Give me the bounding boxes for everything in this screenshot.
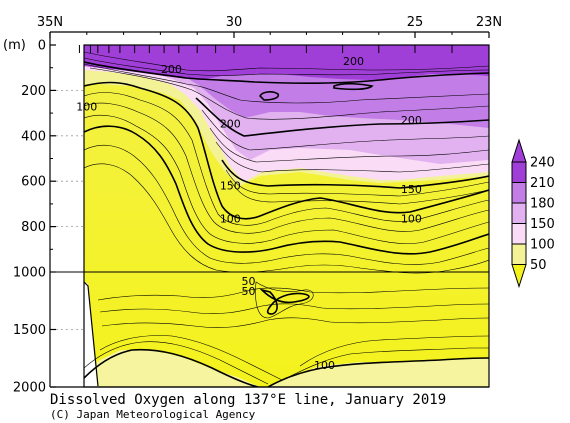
colorbar-label: 150 — [530, 217, 555, 232]
contour-label: 150 — [401, 183, 422, 196]
contour-label: 50 — [241, 275, 255, 288]
colorbar-segment — [511, 202, 527, 224]
contour-line — [84, 63, 489, 104]
contour-line — [99, 303, 489, 314]
contour-line — [229, 179, 489, 205]
contour-line — [84, 81, 489, 220]
y-tick-label: 600 — [21, 175, 46, 190]
contour-line — [101, 317, 489, 328]
colorbar-label: 210 — [530, 176, 555, 191]
station-tick-group — [78, 45, 453, 53]
contour-line — [221, 159, 489, 189]
contour-line — [84, 102, 489, 234]
contour-line — [84, 61, 489, 85]
contour-label: 100 — [314, 359, 335, 372]
contour-line — [99, 335, 283, 381]
contour-label: 100 — [220, 213, 241, 226]
y-tick-group: 0 200 400 600 800 1000 1500 2000 — [13, 39, 56, 396]
contour-line — [84, 125, 489, 255]
contour-lines — [84, 51, 489, 387]
contour-line — [84, 92, 489, 226]
colorbar: 240 210 180 150 100 50 — [511, 138, 555, 289]
x-tick-label: 35N — [37, 15, 63, 30]
contour-label: 200 — [161, 63, 182, 76]
missing-data-edge — [83, 281, 99, 387]
colorbar-segment — [511, 182, 527, 204]
contour-label: 100 — [401, 213, 422, 226]
y-tick-label: 1500 — [13, 323, 46, 338]
fill-band-pale-deep-left — [84, 350, 260, 387]
fill-band-pale-deep-right — [268, 358, 489, 387]
missing-data-wedge — [50, 45, 97, 387]
x-tick-group: 35N 30 25 23N — [37, 15, 502, 38]
contour-label: 200 — [220, 117, 241, 130]
contour-line — [255, 281, 314, 319]
chart-credit: (C) Japan Meteorological Agency — [50, 408, 256, 421]
x-tick-label: 23N — [476, 15, 502, 30]
y-tick-label: 200 — [21, 84, 46, 99]
contour-line — [97, 287, 489, 301]
colorbar-segment — [511, 161, 527, 183]
contour-label: 200 — [343, 55, 364, 68]
contour-label: 200 — [401, 114, 422, 127]
contour-line — [259, 91, 280, 101]
contour-label: 50 — [241, 285, 255, 298]
colorbar-top-triangle — [511, 138, 527, 163]
fill-band-purple — [84, 45, 489, 80]
contour-line — [84, 348, 259, 387]
contour-line — [84, 114, 489, 244]
y-tick-label: 800 — [21, 220, 46, 235]
contour-line — [201, 109, 489, 151]
x-tick-label: 25 — [407, 15, 424, 30]
chart-title: Dissolved Oxygen along 137°E line, Janua… — [50, 392, 446, 408]
colorbar-segment — [511, 243, 527, 265]
colorbar-label: 100 — [530, 238, 555, 253]
contour-line — [84, 144, 489, 265]
y-axis-unit: (m) — [3, 38, 26, 53]
x-tick-label: 30 — [226, 15, 243, 30]
contour-line — [259, 288, 310, 315]
contour-line — [84, 51, 489, 72]
colorbar-bottom-triangle — [511, 264, 527, 289]
contour-line — [195, 97, 489, 137]
colorbar-label: 50 — [530, 258, 547, 273]
contour-label: 100 — [76, 100, 97, 113]
y-tick-label: 2000 — [13, 381, 46, 396]
contour-line — [267, 357, 489, 387]
contour-fill — [84, 45, 489, 387]
contour-line — [225, 169, 489, 197]
contour-label: 150 — [220, 180, 241, 193]
colorbar-segment — [511, 223, 527, 245]
contour-line — [209, 127, 489, 163]
y-tick-label: 0 — [38, 39, 46, 54]
y-tick-label: 1000 — [13, 266, 46, 281]
contour-line — [299, 335, 489, 367]
contour-line — [84, 57, 489, 76]
contour-line — [89, 67, 489, 120]
contour-line — [333, 82, 374, 91]
contour-line — [215, 141, 489, 173]
colorbar-label: 240 — [530, 156, 555, 171]
colorbar-label: 180 — [530, 197, 555, 212]
contour-line — [84, 341, 269, 385]
y-tick-label: 400 — [21, 129, 46, 144]
contour-line — [281, 347, 489, 381]
